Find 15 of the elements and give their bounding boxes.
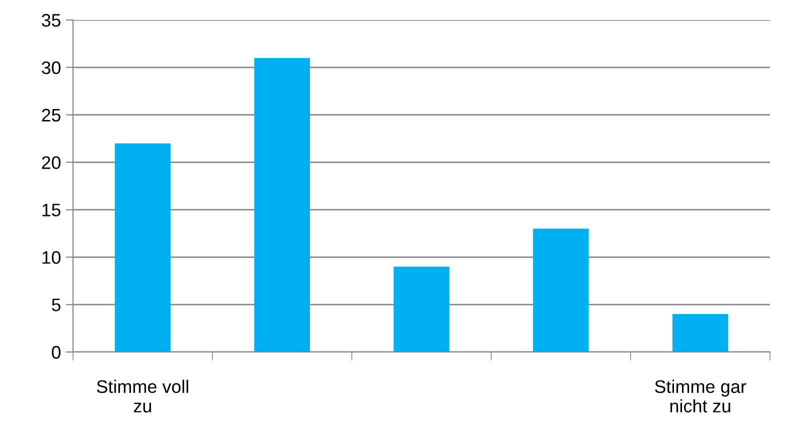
y-tick-label: 20 — [42, 156, 60, 170]
bar — [114, 143, 171, 352]
x-tick-label: Stimme voll zu — [96, 380, 188, 412]
bar — [533, 228, 589, 352]
y-tick-label: 35 — [42, 14, 60, 27]
y-tick-label: 0 — [52, 346, 60, 359]
y-tick-label: 5 — [52, 298, 60, 312]
y-tick-label: 15 — [42, 204, 60, 216]
bar — [254, 58, 310, 352]
y-tick-label: 30 — [42, 61, 60, 74]
bar — [672, 314, 728, 352]
y-tick-label: 25 — [42, 108, 60, 122]
bar — [394, 266, 450, 352]
y-tick-label: 10 — [42, 251, 60, 264]
x-tick-label: Stimme gar nicht zu — [654, 380, 746, 412]
